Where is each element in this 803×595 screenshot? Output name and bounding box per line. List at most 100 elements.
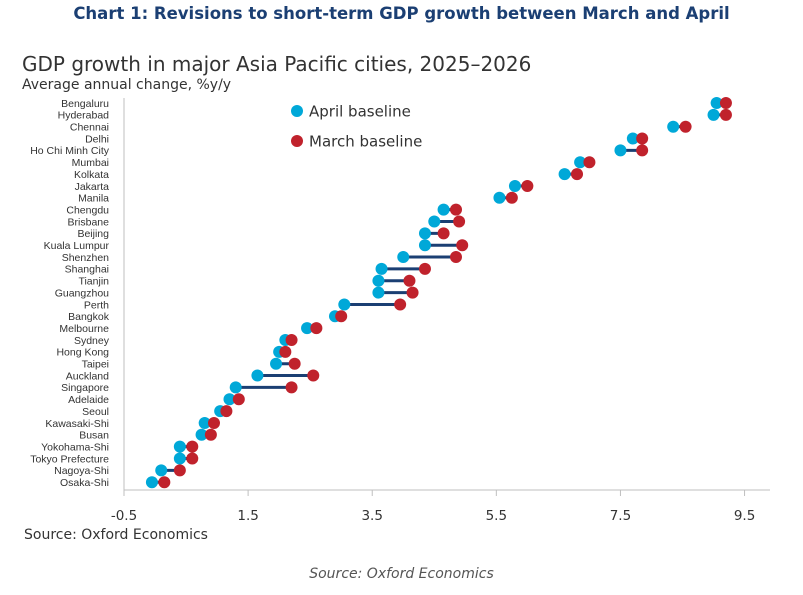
april-dot: [372, 274, 385, 287]
city-label: Beijing: [77, 228, 109, 240]
april-dot: [508, 179, 521, 192]
april-dot: [667, 120, 680, 133]
x-tick-label: 3.5: [361, 508, 382, 524]
april-dot: [626, 132, 639, 145]
city-label: Osaka-Shi: [60, 477, 109, 489]
april-dot: [195, 428, 208, 441]
source-footer: Source: Oxford Economics: [309, 566, 494, 582]
x-tick-group: -0.5 1.5 3.5 5.5 7.5 9.5: [111, 490, 755, 524]
april-dot: [375, 262, 388, 275]
march-dot: [310, 322, 323, 335]
plot-subtitle: Average annual change, %y/y: [22, 77, 232, 93]
march-dot: [437, 227, 450, 240]
march-dot: [220, 405, 233, 418]
april-dot: [558, 168, 571, 181]
city-label: Tokyo Prefecture: [30, 453, 109, 465]
march-dot: [521, 179, 534, 192]
march-dot: [679, 120, 692, 133]
city-label: Brisbane: [68, 216, 110, 228]
march-dot: [571, 168, 584, 181]
city-label: Busan: [79, 430, 109, 442]
city-label: Manila: [78, 193, 109, 205]
april-dot: [418, 239, 431, 252]
city-label: Chengdu: [66, 204, 109, 216]
march-dot: [394, 298, 407, 311]
march-dot: [450, 203, 462, 216]
april-dot: [270, 357, 283, 370]
april-dot: [301, 322, 314, 335]
march-dot: [307, 369, 320, 382]
april-dot: [145, 476, 158, 489]
april-dot: [428, 215, 441, 228]
march-dot: [186, 452, 199, 465]
march-dot: [636, 132, 649, 145]
x-tick-label: 1.5: [237, 508, 258, 524]
plot-title: GDP growth in major Asia Pacific cities,…: [22, 52, 532, 76]
city-label: Ho Chi Minh City: [30, 145, 110, 157]
march-dot: [719, 97, 732, 109]
city-label: Sydney: [74, 335, 110, 347]
city-label: Chennai: [70, 122, 109, 134]
city-label: Kuala Lumpur: [44, 240, 110, 252]
march-dot: [186, 440, 199, 453]
april-dot: [251, 369, 264, 382]
march-dot: [456, 239, 469, 252]
city-label: Perth: [84, 299, 109, 311]
april-dot: [710, 97, 723, 109]
april-dot: [493, 191, 506, 204]
city-label: Auckland: [66, 370, 109, 382]
march-dot: [285, 334, 298, 346]
dot-group: [145, 97, 732, 489]
april-dot: [229, 381, 242, 394]
x-tick-label: 9.5: [734, 508, 755, 524]
city-label: Hyderabad: [58, 110, 110, 122]
april-dot: [198, 416, 211, 429]
march-dot: [207, 416, 220, 429]
city-label: Shenzhen: [62, 252, 109, 264]
april-dot: [707, 108, 720, 121]
april-dot: [223, 393, 236, 406]
city-label: Nagoya-Shi: [54, 465, 109, 477]
city-label: Tianjin: [78, 276, 109, 288]
april-dot: [338, 298, 351, 311]
city-label: Guangzhou: [55, 287, 109, 299]
april-dot: [437, 203, 450, 216]
connector-group: [151, 101, 726, 484]
april-dot: [372, 286, 385, 299]
april-dot: [173, 440, 186, 453]
city-label: Bangkok: [68, 311, 110, 323]
april-dot: [155, 464, 168, 477]
march-dot: [335, 310, 348, 323]
legend-label: March baseline: [309, 133, 422, 151]
march-dot: [719, 108, 732, 121]
march-dot: [450, 251, 462, 264]
city-label: Jakarta: [75, 181, 110, 193]
april-dot: [574, 156, 587, 169]
city-label: Hong Kong: [56, 347, 109, 359]
city-label: Bengaluru: [61, 98, 109, 110]
legend-label: April baseline: [309, 103, 411, 121]
march-dot: [288, 357, 301, 370]
march-dot: [158, 476, 171, 489]
city-label: Delhi: [85, 133, 109, 145]
city-label: Yokohama-Shi: [41, 441, 109, 453]
march-dot: [204, 428, 217, 441]
city-label: Adelaide: [68, 394, 109, 406]
march-dot: [279, 345, 292, 358]
chart-title: Chart 1: Revisions to short-term GDP gro…: [73, 4, 730, 23]
march-dot: [173, 464, 186, 477]
city-label: Kolkata: [74, 169, 109, 181]
march-dot: [403, 274, 416, 287]
march-dot: [583, 156, 596, 169]
city-label: Taipei: [82, 359, 109, 371]
x-tick-label: 5.5: [486, 508, 507, 524]
march-dot: [505, 191, 518, 204]
april-dot: [418, 227, 431, 240]
source-note: Source: Oxford Economics: [24, 527, 208, 543]
x-tick-label: 7.5: [610, 508, 631, 524]
april-dot: [397, 251, 410, 264]
legend-marker: [291, 135, 303, 147]
city-label: Kawasaki-Shi: [45, 418, 109, 430]
